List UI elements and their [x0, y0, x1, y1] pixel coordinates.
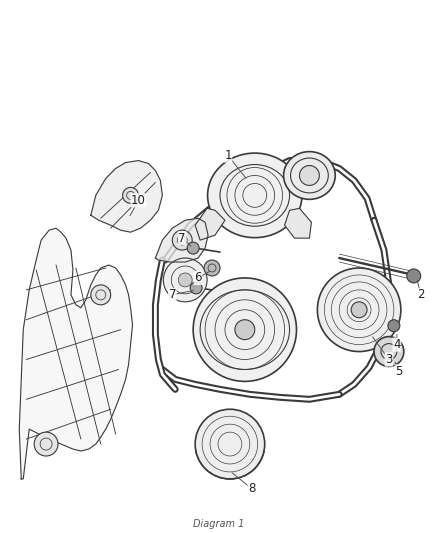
Circle shape — [123, 188, 138, 203]
Circle shape — [187, 242, 199, 254]
Polygon shape — [285, 208, 311, 238]
Text: 4: 4 — [393, 338, 401, 351]
Circle shape — [374, 337, 404, 367]
Text: Diagram 1: Diagram 1 — [193, 519, 245, 529]
Circle shape — [193, 278, 297, 382]
Text: 6: 6 — [194, 271, 202, 285]
Text: 10: 10 — [131, 194, 146, 207]
Circle shape — [407, 269, 421, 283]
Text: 1: 1 — [224, 149, 232, 162]
Text: 5: 5 — [395, 365, 403, 378]
Circle shape — [204, 260, 220, 276]
Ellipse shape — [208, 153, 302, 238]
Text: 8: 8 — [248, 482, 255, 495]
Circle shape — [318, 268, 401, 352]
Text: 7: 7 — [169, 288, 176, 301]
Text: 3: 3 — [385, 353, 392, 366]
Polygon shape — [155, 218, 208, 262]
Circle shape — [195, 409, 265, 479]
Circle shape — [178, 273, 192, 287]
Circle shape — [388, 320, 400, 332]
Text: 2: 2 — [417, 288, 424, 301]
Polygon shape — [195, 208, 225, 240]
Circle shape — [91, 285, 111, 305]
Circle shape — [300, 166, 319, 185]
Circle shape — [163, 258, 207, 302]
Polygon shape — [91, 160, 162, 232]
Circle shape — [351, 302, 367, 318]
Circle shape — [235, 320, 255, 340]
Text: 7: 7 — [178, 232, 186, 245]
Ellipse shape — [283, 151, 335, 199]
Circle shape — [34, 432, 58, 456]
Circle shape — [190, 282, 202, 294]
Polygon shape — [19, 228, 133, 479]
Circle shape — [172, 230, 192, 250]
